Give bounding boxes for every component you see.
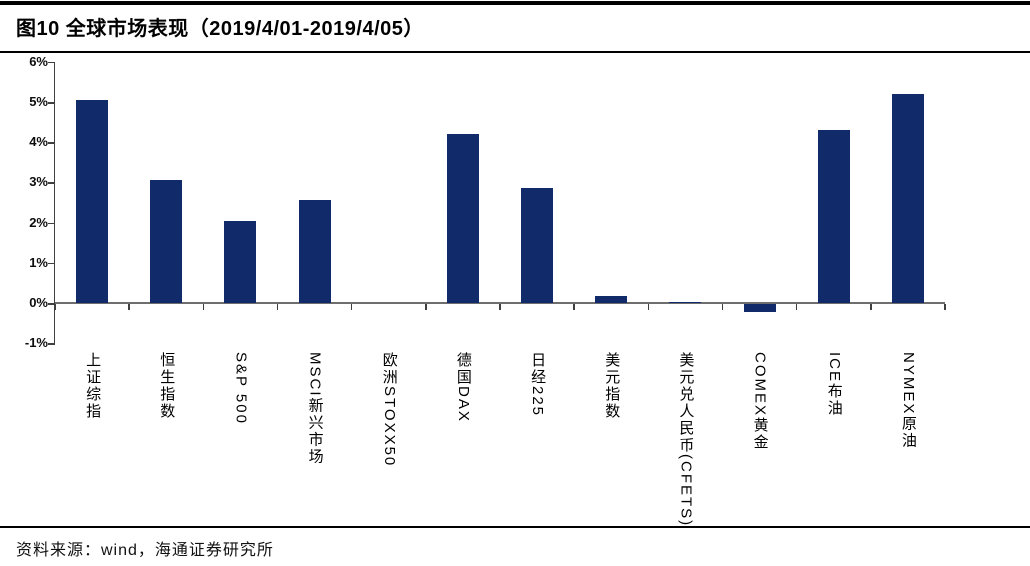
x-axis-tick: [128, 304, 130, 310]
bar-4: [298, 200, 331, 303]
x-axis-tick: [721, 304, 724, 310]
y-axis-label: -1%: [24, 335, 48, 351]
y-axis-label: 3%: [29, 174, 48, 190]
y-axis-tick: [48, 262, 55, 265]
x-axis-label: 德国DAX: [454, 352, 472, 423]
bar-8: [595, 296, 628, 303]
x-axis-label: 上证综指: [84, 352, 102, 420]
bar-12: [891, 93, 924, 303]
x-axis-tick: [202, 304, 205, 310]
y-axis-tick: [48, 303, 55, 305]
y-axis-label: 6%: [29, 53, 48, 69]
bar-1: [76, 99, 109, 303]
bar-11: [817, 130, 850, 303]
x-axis-tick: [795, 304, 798, 310]
y-axis-line: [53, 61, 55, 344]
zero-baseline: [55, 302, 945, 304]
x-axis-tick: [870, 304, 872, 310]
y-axis-label: 5%: [29, 94, 48, 109]
x-axis-tick: [54, 304, 56, 310]
x-axis-label: ICE布油: [825, 352, 843, 418]
footer-divider-rule: [0, 526, 1030, 528]
y-axis-tick: [48, 343, 55, 345]
x-axis-tick: [944, 304, 946, 310]
bar-9: [669, 301, 702, 303]
y-axis-tick: [48, 182, 55, 184]
x-axis-tick: [350, 304, 353, 310]
y-axis-tick: [48, 61, 55, 64]
y-axis-tick: [48, 222, 55, 225]
x-axis-label: 美元指数: [603, 352, 621, 420]
x-axis-tick: [499, 304, 501, 310]
y-axis-label: 1%: [29, 254, 48, 270]
bar-6: [446, 134, 479, 303]
x-axis-label: 美元兑人民币(CFETS): [677, 352, 695, 528]
x-axis-tick: [276, 304, 279, 310]
x-axis-label: NYMEX原油: [899, 352, 917, 450]
x-axis-tick: [647, 304, 650, 310]
y-axis-tick: [48, 102, 55, 104]
y-axis-label: 4%: [29, 134, 48, 150]
y-axis-tick: [48, 142, 55, 144]
y-axis-label: 0%: [29, 295, 48, 310]
x-axis-label: 日经225: [529, 352, 547, 418]
x-axis-label: COMEX黄金: [751, 352, 769, 452]
x-axis-label: MSCI新兴市场: [306, 352, 324, 466]
x-axis-label: 恒生指数: [158, 352, 176, 420]
x-axis-label: S&P 500: [232, 352, 250, 425]
bar-7: [521, 188, 554, 303]
data-source-note: 资料来源：wind，海通证券研究所: [16, 542, 274, 559]
bar-2: [150, 180, 183, 303]
figure-title: 图10 全球市场表现（2019/4/01-2019/4/05）: [16, 18, 424, 40]
x-axis-label: 欧洲STOXX50: [380, 352, 398, 468]
y-axis-label: 2%: [29, 214, 48, 230]
bar-3: [224, 220, 257, 303]
x-axis-tick: [573, 304, 575, 310]
title-divider-rule: [0, 51, 1030, 53]
bar-10: [743, 304, 776, 313]
x-axis-tick: [425, 304, 427, 310]
top-rule: [0, 1, 1030, 5]
